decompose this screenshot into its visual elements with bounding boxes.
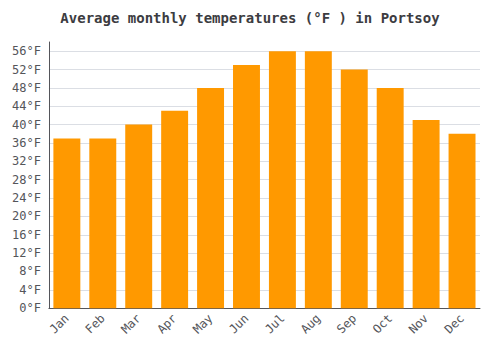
svg-text:Jun: Jun bbox=[226, 311, 251, 336]
svg-text:Average monthly temperatures (: Average monthly temperatures (°F ) in Po… bbox=[60, 10, 440, 26]
svg-text:24°F: 24°F bbox=[12, 191, 41, 205]
svg-text:8°F: 8°F bbox=[19, 264, 41, 278]
svg-text:Jul: Jul bbox=[262, 311, 287, 336]
svg-text:16°F: 16°F bbox=[12, 228, 41, 242]
svg-text:Oct: Oct bbox=[370, 311, 395, 336]
svg-text:56°F: 56°F bbox=[12, 44, 41, 58]
svg-text:44°F: 44°F bbox=[12, 99, 41, 113]
svg-text:Feb: Feb bbox=[83, 311, 108, 336]
svg-text:52°F: 52°F bbox=[12, 63, 41, 77]
svg-text:Mar: Mar bbox=[118, 311, 143, 336]
svg-text:48°F: 48°F bbox=[12, 81, 41, 95]
svg-text:12°F: 12°F bbox=[12, 246, 41, 260]
svg-text:May: May bbox=[190, 311, 215, 336]
svg-text:Nov: Nov bbox=[406, 311, 431, 336]
svg-text:0°F: 0°F bbox=[19, 301, 41, 315]
svg-text:Jan: Jan bbox=[47, 311, 72, 336]
svg-text:36°F: 36°F bbox=[12, 136, 41, 150]
svg-text:32°F: 32°F bbox=[12, 154, 41, 168]
svg-text:28°F: 28°F bbox=[12, 173, 41, 187]
svg-text:Sep: Sep bbox=[334, 311, 359, 336]
svg-text:4°F: 4°F bbox=[19, 283, 41, 297]
svg-text:20°F: 20°F bbox=[12, 209, 41, 223]
svg-text:40°F: 40°F bbox=[12, 118, 41, 132]
svg-text:Dec: Dec bbox=[442, 311, 467, 336]
svg-text:Apr: Apr bbox=[154, 311, 179, 336]
svg-text:Aug: Aug bbox=[298, 311, 323, 336]
